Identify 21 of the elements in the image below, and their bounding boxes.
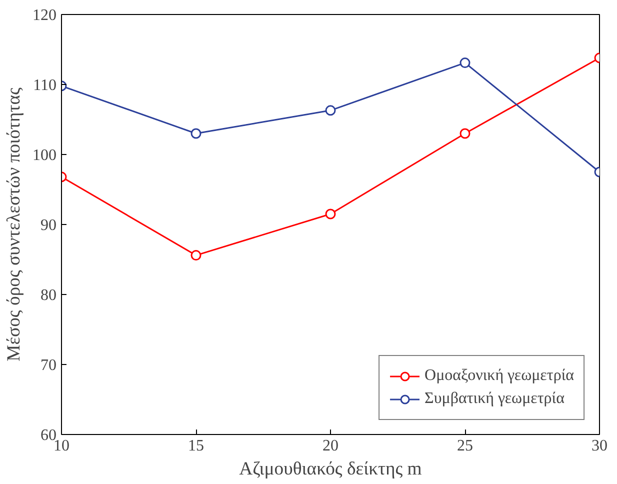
point — [190, 128, 202, 139]
y-axis-title: Μέσος όρος συντελεστών ποιότητας — [4, 87, 24, 362]
y-tick-label: 110 — [33, 77, 56, 94]
point — [325, 208, 336, 220]
y-tick-label: 60 — [40, 427, 56, 444]
legend-label: Ομοαξονική γεωμετρία — [424, 367, 574, 385]
point — [460, 58, 470, 68]
x-tick-label: 25 — [457, 438, 473, 454]
y-tick-label: 80 — [40, 287, 56, 304]
y-tick-label: 100 — [32, 147, 56, 164]
point — [325, 105, 336, 116]
x-tick-label: 30 — [592, 438, 608, 454]
y-tick-label: 120 — [32, 7, 56, 24]
x-tick-label: 20 — [322, 438, 338, 454]
point — [190, 250, 202, 261]
y-tick-label: 90 — [40, 217, 56, 234]
x-axis-title: Αζιμουθιακός δείκτης m — [239, 458, 422, 480]
x-tick-label: 15 — [188, 438, 204, 454]
y-tick-label: 70 — [40, 357, 56, 374]
point — [460, 128, 470, 139]
legend-label: Συμβατική γεωμετρία — [424, 390, 564, 408]
